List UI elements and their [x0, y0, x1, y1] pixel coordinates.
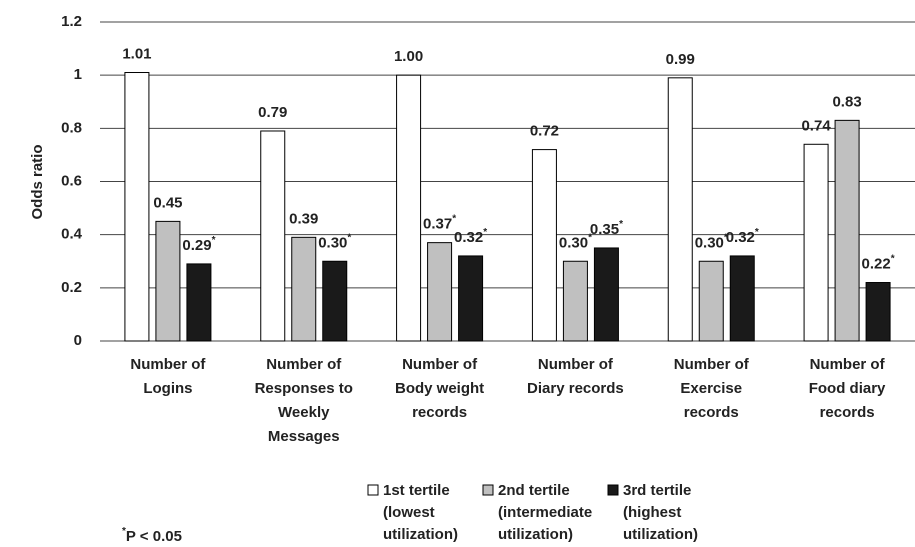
bar [593, 247, 619, 342]
value-label: 0.30* [559, 232, 592, 251]
bar [322, 260, 348, 342]
value-label: 1.01 [122, 45, 151, 62]
value-label: 0.30* [695, 232, 728, 251]
value-label: 0.37* [423, 214, 456, 233]
value-label: 0.35* [590, 219, 623, 238]
y-tick-label: 0.8 [61, 119, 82, 136]
x-tick-label: Number of Exercise records [674, 356, 750, 421]
bar [155, 220, 181, 342]
legend-swatch [607, 484, 619, 496]
legend-swatch [482, 484, 494, 496]
bar [834, 119, 860, 342]
value-label: 0.39 [289, 210, 318, 227]
bar [291, 236, 317, 342]
bar [124, 72, 150, 342]
y-axis-title: Odds ratio [29, 144, 46, 219]
bar [396, 74, 422, 342]
bar [803, 143, 829, 342]
x-tick-label: Number of Food diary records [809, 356, 886, 421]
value-label: 0.22* [862, 254, 895, 273]
legend-label: 2nd tertile (intermediate utilization) [498, 482, 592, 543]
value-label: 0.83 [832, 93, 861, 110]
legend-label: 1st tertile (lowest utilization) [383, 482, 458, 543]
bar [427, 242, 453, 342]
bar [186, 263, 212, 342]
y-tick-label: 0.2 [61, 279, 82, 296]
x-tick-label: Number of Diary records [527, 356, 624, 397]
footnote: *P < 0.05 [122, 526, 182, 545]
bar [865, 282, 891, 342]
bar [562, 260, 588, 342]
y-tick-label: 0 [74, 332, 82, 349]
value-label: 0.72 [530, 123, 559, 140]
bar [531, 149, 557, 342]
bar [260, 130, 286, 342]
value-label: 0.30* [318, 232, 351, 251]
value-label: 0.99 [666, 51, 695, 68]
legend-label: 3rd tertile (highest utilization) [623, 482, 698, 543]
value-label: 1.00 [394, 48, 423, 65]
x-tick-label: Number of Body weight records [395, 356, 484, 421]
bar [667, 77, 693, 342]
x-tick-label: Number of Logins [130, 356, 206, 397]
bar [698, 260, 724, 342]
bar [458, 255, 484, 342]
value-label: 0.32* [454, 227, 487, 246]
y-tick-label: 1 [74, 66, 82, 83]
value-label: 0.29* [182, 235, 215, 254]
value-label: 0.74 [801, 117, 831, 134]
y-tick-label: 0.4 [61, 226, 83, 243]
value-label: 0.32* [726, 227, 759, 246]
value-label: 0.79 [258, 104, 287, 121]
y-tick-label: 1.2 [61, 13, 82, 30]
bar [729, 255, 755, 342]
value-label: 0.45 [153, 194, 182, 211]
x-tick-label: Number of Responses to Weekly Messages [255, 356, 353, 445]
legend-swatch [367, 484, 379, 496]
y-tick-label: 0.6 [61, 172, 82, 189]
